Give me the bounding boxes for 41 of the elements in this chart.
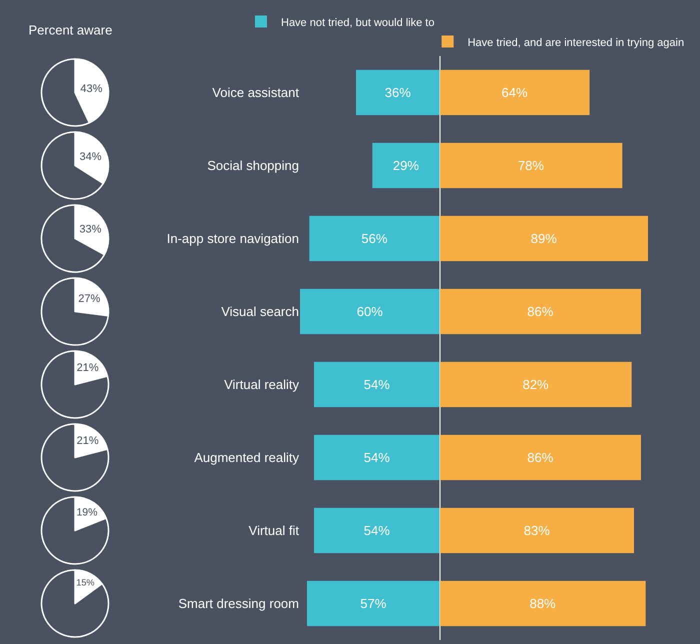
y-tick-label: Augmented reality xyxy=(194,450,300,466)
data-label: 64% xyxy=(502,85,528,100)
y-tick-label: Visual search xyxy=(221,304,299,320)
data-label: 54% xyxy=(364,377,390,392)
pie-slice xyxy=(40,569,110,638)
data-label: 88% xyxy=(530,596,556,611)
data-label: 19% xyxy=(76,508,98,519)
data-label: 57% xyxy=(360,596,387,611)
data-label: 83% xyxy=(524,523,550,538)
data-label: 86% xyxy=(527,450,554,465)
y-tick-label: Voice assistant xyxy=(212,85,300,100)
y-tick-label: In-app store navigation xyxy=(166,231,299,246)
data-label: 60% xyxy=(356,304,384,319)
pie-slice xyxy=(40,496,110,565)
data-label: 21% xyxy=(76,362,99,374)
data-label: 78% xyxy=(518,158,544,173)
legend-label: Have not tried, but would like to xyxy=(281,16,434,29)
data-label: 54% xyxy=(364,523,390,538)
data-label: 56% xyxy=(361,231,388,246)
data-label: 36% xyxy=(384,85,412,100)
chart-title: Percent aware xyxy=(28,22,112,38)
pie-slice xyxy=(40,204,106,273)
y-tick-label: Social shopping xyxy=(207,158,299,174)
legend-label: Have tried, and are interested in trying again xyxy=(468,36,684,49)
data-label: 82% xyxy=(522,377,550,392)
y-tick-label: Smart dressing room xyxy=(178,596,299,612)
y-tick-label: Virtual reality xyxy=(224,377,300,392)
data-label: 15% xyxy=(76,577,94,588)
data-label: 43% xyxy=(80,82,103,95)
y-tick-label: Virtual fit xyxy=(248,523,300,538)
data-label: 89% xyxy=(530,231,558,246)
data-label: 21% xyxy=(76,435,99,448)
data-label: 34% xyxy=(80,150,102,163)
pie-slice xyxy=(40,350,110,419)
pie-slice xyxy=(40,277,109,346)
data-label: 86% xyxy=(527,304,554,319)
data-label: 29% xyxy=(392,158,420,173)
pie-slice xyxy=(40,423,110,492)
data-label: 27% xyxy=(78,292,100,305)
data-label: 54% xyxy=(364,450,390,465)
data-label: 33% xyxy=(79,223,102,236)
